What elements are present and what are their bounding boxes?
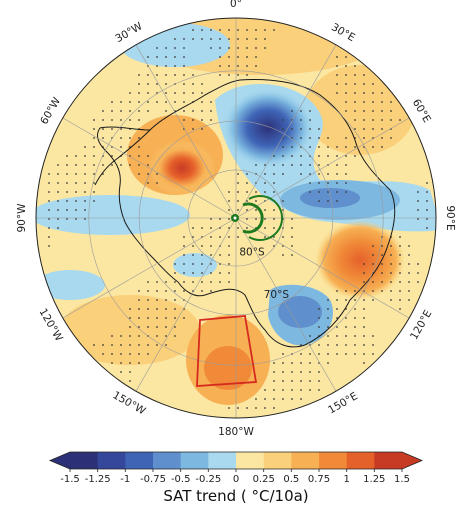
- colorbar-tick-label: 0: [233, 474, 239, 485]
- colorbar-tick-label: -1: [120, 474, 130, 485]
- colorbar-swatch: [346, 452, 375, 469]
- colorbar-tick-label: -1.5: [60, 474, 80, 485]
- colorbar-swatch: [291, 452, 320, 469]
- cooling-core-ross-sea: [278, 296, 322, 328]
- longitude-label: 90°E: [444, 205, 456, 230]
- colorbar-extend-high: [402, 452, 422, 469]
- highlight-box: [196, 315, 258, 387]
- stippling: [48, 29, 428, 409]
- colorbar: -1.5 -1.25 -1 -0.75 -0.5 -0.25 0 0.25 0.5 0.75 1 1.…: [48, 451, 424, 485]
- colorbar-tick-label: 0.5: [283, 474, 299, 485]
- longitude-label: 0°: [230, 0, 242, 10]
- south-pole-dot-center: [233, 216, 237, 220]
- colorbar-tick-label: -0.25: [195, 474, 221, 485]
- colorbar-swatch: [125, 452, 154, 469]
- cooling-region-amundsen: [36, 270, 105, 300]
- cooling-core-east-antarctica: [222, 88, 314, 168]
- graticule: [36, 18, 436, 418]
- warming-region-southwest: [60, 295, 200, 365]
- colorbar-swatch: [208, 452, 237, 469]
- colorbar-swatch: [319, 452, 348, 469]
- colorbar-swatch: [153, 452, 182, 469]
- colorbar-extend-low: [50, 452, 70, 469]
- warming-region-indian: [315, 220, 405, 300]
- longitude-label: 180°W: [218, 426, 254, 438]
- latitude-labels: 80°S 70°S: [239, 247, 289, 301]
- longitude-label: 60°W: [38, 95, 63, 127]
- map-border: [35, 17, 437, 419]
- cooling-region-pacific: [173, 253, 217, 277]
- antarctic-coastline: [97, 79, 396, 348]
- colorbar-swatch: [180, 452, 209, 469]
- colorbar-tick-label: -0.5: [171, 474, 191, 485]
- colorbar-tick-label: 1: [344, 474, 350, 485]
- colorbar-tick-label: 0.75: [308, 474, 330, 485]
- longitude-label: 60°E: [410, 97, 433, 125]
- colorbar-title: SAT trend ( °C/10a): [163, 487, 308, 505]
- warming-region-east: [305, 65, 415, 155]
- colorbar-swatch: [374, 452, 403, 469]
- longitude-label: 30°E: [329, 21, 357, 44]
- south-pole-marker: [242, 195, 284, 241]
- colorbar-swatch: [263, 452, 292, 469]
- colorbar-swatch: [97, 452, 126, 469]
- warming-core-southpacific: [204, 346, 252, 390]
- latitude-label: 70°S: [264, 289, 290, 301]
- colorbar-tick-label: -0.75: [140, 474, 166, 485]
- longitude-label: 30°W: [113, 20, 145, 45]
- colorbar-tick-label: -1.25: [85, 474, 111, 485]
- latitude-label: 80°S: [239, 247, 265, 259]
- cooling-region-weddell: [36, 195, 190, 235]
- peninsula-coastline: [94, 129, 151, 186]
- colorbar-swatch: [236, 452, 265, 469]
- longitude-label: 90°W: [16, 203, 28, 233]
- colorbar-tick-label: 0.25: [253, 474, 275, 485]
- cooling-band-east-core: [300, 188, 360, 208]
- colorbar-tick-label: 1.25: [363, 474, 385, 485]
- colorbar-tick-label: 1.5: [394, 474, 410, 485]
- warming-core-peninsula: [148, 140, 216, 196]
- colorbar-swatch: [70, 452, 99, 469]
